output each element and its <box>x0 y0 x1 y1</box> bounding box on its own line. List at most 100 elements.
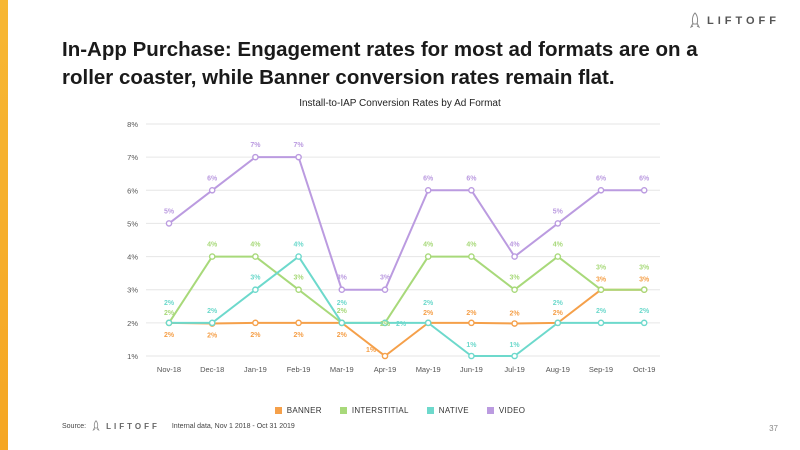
data-point-video <box>295 153 302 161</box>
data-label-interstitial: 4% <box>553 242 564 249</box>
data-point-native <box>208 319 216 327</box>
data-point-video <box>468 186 475 194</box>
series-line-video <box>168 156 645 291</box>
data-label-video: 4% <box>510 242 521 249</box>
data-point-video <box>208 186 216 194</box>
data-point-native <box>554 319 562 327</box>
x-tick-label: Jul-19 <box>504 365 524 374</box>
y-tick-label: 1% <box>127 352 138 361</box>
y-tick-label: 5% <box>127 219 138 228</box>
x-tick-label: Apr-19 <box>374 365 397 374</box>
data-point-interstitial <box>597 286 605 294</box>
x-tick-label: Dec-18 <box>200 365 224 374</box>
legend-swatch <box>426 407 434 414</box>
data-label-video: 7% <box>250 142 261 149</box>
page-number: 37 <box>769 424 778 433</box>
series-line-banner <box>168 288 645 357</box>
footer: Source: LIFTOFF Internal data, Nov 1 201… <box>62 420 295 432</box>
data-label-banner: 3% <box>639 277 650 284</box>
data-point-interstitial <box>208 253 216 260</box>
x-tick-label: Aug-19 <box>546 365 570 374</box>
series-line-native <box>169 255 645 357</box>
data-label-video: 5% <box>164 208 175 215</box>
data-label-native: 2% <box>164 300 175 307</box>
data-label-interstitial: 4% <box>250 242 261 249</box>
data-label-interstitial: 2% <box>337 308 348 315</box>
y-tick-label: 4% <box>127 253 138 262</box>
legend-item-banner: BANNER <box>274 406 322 415</box>
data-label-banner: 2% <box>553 310 564 317</box>
data-point-native <box>295 253 302 260</box>
data-label-video: 7% <box>294 142 305 149</box>
data-label-native: 4% <box>294 242 305 249</box>
brand-wordmark: LIFTOFF <box>706 15 780 27</box>
data-point-native <box>424 319 432 327</box>
data-label-banner: 2% <box>207 333 218 340</box>
data-point-interstitial <box>554 253 562 260</box>
data-label-video: 3% <box>380 275 391 282</box>
data-point-video <box>640 186 648 194</box>
data-point-interstitial <box>295 286 302 294</box>
x-tick-label: May-19 <box>416 365 441 374</box>
footer-brand-wordmark: LIFTOFF <box>106 421 160 431</box>
data-point-interstitial <box>511 286 518 294</box>
data-label-interstitial: 4% <box>423 242 434 249</box>
data-label-interstitial: 3% <box>294 275 305 282</box>
series-line-interstitial <box>168 255 645 324</box>
data-label-banner: 2% <box>423 310 434 317</box>
data-label-video: 6% <box>466 175 477 182</box>
data-point-interstitial <box>640 286 648 294</box>
x-tick-label: Feb-19 <box>287 365 311 374</box>
data-label-interstitial: 2% <box>380 321 391 328</box>
legend-label: BANNER <box>286 406 322 415</box>
legend-swatch <box>274 407 282 414</box>
x-tick-label: Jun-19 <box>460 365 483 374</box>
data-label-banner: 2% <box>294 332 305 339</box>
data-point-video <box>511 253 518 260</box>
data-point-banner <box>252 319 259 327</box>
data-point-native <box>597 319 605 327</box>
x-tick-label: Oct-19 <box>633 365 656 374</box>
data-label-native: 2% <box>553 300 564 307</box>
data-point-video <box>381 286 389 294</box>
data-label-native: 2% <box>596 308 607 315</box>
data-label-video: 6% <box>596 175 607 182</box>
data-label-video: 3% <box>337 275 348 282</box>
data-point-native <box>338 319 346 327</box>
rocket-icon <box>689 12 701 29</box>
data-label-interstitial: 3% <box>596 265 607 272</box>
data-label-interstitial: 4% <box>207 242 218 249</box>
data-label-banner: 1% <box>366 347 377 354</box>
data-point-native <box>640 319 648 327</box>
page-title: In-App Purchase: Engagement rates for mo… <box>62 38 698 89</box>
data-point-interstitial <box>468 253 475 260</box>
chart-legend: BANNER INTERSTITIAL NATIVE VIDEO <box>0 406 800 415</box>
legend-item-native: NATIVE <box>426 406 469 415</box>
data-label-banner: 3% <box>596 277 607 284</box>
data-label-native: 2% <box>639 308 650 315</box>
data-label-video: 6% <box>207 175 218 182</box>
data-point-banner <box>295 319 302 327</box>
y-tick-label: 6% <box>127 186 138 195</box>
data-point-native <box>381 319 389 327</box>
legend-item-interstitial: INTERSTITIAL <box>339 406 409 415</box>
y-tick-label: 8% <box>127 120 138 129</box>
data-point-native <box>165 319 173 327</box>
data-point-interstitial <box>424 253 432 260</box>
data-label-interstitial: 3% <box>639 265 650 272</box>
data-point-banner <box>468 319 475 327</box>
source-note: Internal data, Nov 1 2018 - Oct 31 2019 <box>171 422 295 430</box>
data-label-video: 6% <box>639 175 650 182</box>
y-tick-label: 2% <box>127 319 138 328</box>
data-label-video: 5% <box>553 208 564 215</box>
legend-label: NATIVE <box>438 406 469 415</box>
x-tick-label: Jan-19 <box>244 365 267 374</box>
data-label-interstitial: 4% <box>466 242 477 249</box>
data-label-banner: 2% <box>164 332 175 339</box>
data-label-native: 2% <box>423 300 434 307</box>
data-label-native: 2% <box>207 308 218 315</box>
y-tick-label: 7% <box>127 153 138 162</box>
data-point-native <box>252 286 259 294</box>
data-point-banner <box>511 320 518 327</box>
